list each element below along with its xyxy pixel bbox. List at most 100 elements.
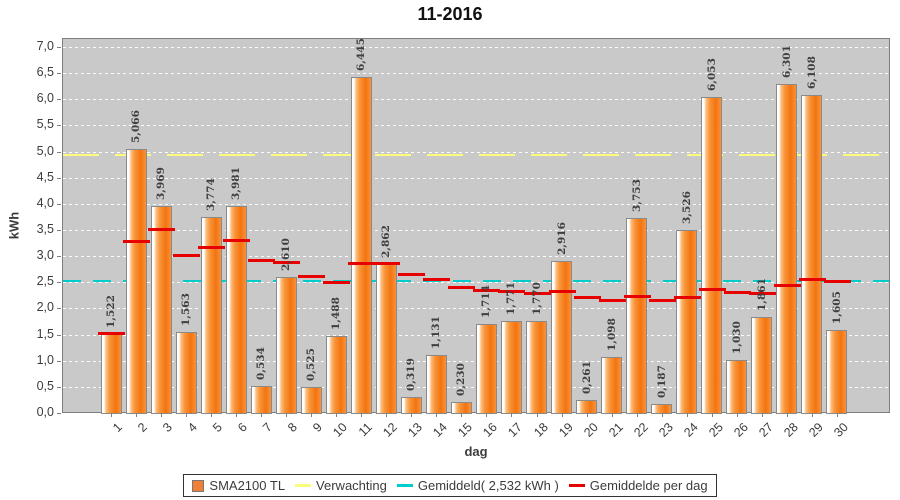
legend-item-3: Gemiddeld( 2,532 kWh ) <box>396 478 559 493</box>
x-tick <box>411 413 413 417</box>
bar-value-label: 6,053 <box>705 58 718 92</box>
gridline <box>63 99 889 101</box>
bar-value-label: 5,066 <box>130 110 143 144</box>
y-tick <box>57 203 61 205</box>
bar-day-16 <box>475 324 497 414</box>
y-tick-label: 4,0 <box>36 195 54 210</box>
daily-average-marker <box>523 292 551 296</box>
y-tick-label: 0,5 <box>36 378 54 393</box>
daily-average-marker <box>373 262 401 266</box>
bar-value-label: 1,714 <box>480 285 493 319</box>
bar-value-label: 1,861 <box>755 277 768 311</box>
x-tick <box>111 413 112 417</box>
bar-value-label: 2,916 <box>555 222 568 256</box>
bar-day-14 <box>425 354 447 414</box>
x-tick <box>186 413 188 417</box>
x-tick <box>636 413 638 417</box>
bar-day-18 <box>526 321 547 414</box>
bar-value-label: 1,030 <box>730 321 743 355</box>
x-tick <box>436 413 438 417</box>
y-tick-label: 3,5 <box>36 221 54 236</box>
y-tick-label: 1,0 <box>36 352 54 367</box>
bar-day-1 <box>100 334 122 414</box>
x-tick <box>761 413 763 417</box>
legend-item-1: SMA2100 TL <box>192 478 285 493</box>
legend-item-2: Verwachting <box>295 478 387 493</box>
x-tick <box>211 413 213 417</box>
daily-average-marker <box>298 275 326 279</box>
legend-line-swatch <box>568 484 585 487</box>
y-tick-label: 3,0 <box>36 248 54 263</box>
bar-value-label: 3,753 <box>630 178 643 212</box>
bar-value-label: 3,969 <box>155 167 168 201</box>
y-tick <box>57 308 61 310</box>
bar-value-label: 1,131 <box>430 315 443 349</box>
y-tick <box>57 360 61 362</box>
daily-average-marker <box>748 291 776 295</box>
bar-day-4 <box>175 332 197 414</box>
y-tick-label: 6,0 <box>36 91 54 106</box>
legend-label: Verwachting <box>316 478 387 493</box>
legend-line-swatch <box>295 484 312 487</box>
y-tick <box>57 177 61 179</box>
bar-value-label: 0,187 <box>655 365 668 399</box>
y-tick <box>57 151 61 153</box>
y-tick <box>57 99 61 101</box>
bar-day-29 <box>801 94 823 414</box>
daily-average-marker <box>223 238 251 242</box>
bar-day-7 <box>250 386 272 414</box>
bar-value-label: 0,525 <box>305 347 318 381</box>
gridline <box>63 125 889 127</box>
x-tick <box>386 413 388 417</box>
daily-average-marker <box>648 299 676 303</box>
y-tick <box>57 46 61 48</box>
daily-average-marker <box>598 298 626 302</box>
x-tick <box>661 413 663 417</box>
chart-title: 11-2016 <box>417 4 483 24</box>
x-tick <box>511 413 513 417</box>
x-tick <box>586 413 588 417</box>
bar-day-3 <box>150 206 172 414</box>
daily-average-marker <box>498 290 526 294</box>
x-tick <box>236 413 238 417</box>
y-tick <box>57 334 61 336</box>
x-tick <box>711 413 713 417</box>
bar-value-label: 2,610 <box>280 238 293 272</box>
bar-value-label: 1,563 <box>180 293 193 327</box>
y-tick <box>57 256 61 258</box>
y-tick-label: 6,5 <box>36 65 54 80</box>
gridline <box>63 46 889 48</box>
bar-day-6 <box>225 205 247 414</box>
y-tick-label: 5,5 <box>36 117 54 132</box>
y-tick-label: 1,5 <box>36 326 54 341</box>
bar-day-26 <box>726 360 748 414</box>
bar-day-27 <box>751 316 773 414</box>
gridline <box>63 203 889 205</box>
daily-average-marker <box>423 278 451 282</box>
legend-line-swatch <box>396 484 413 487</box>
y-tick-label: 4,5 <box>36 169 54 184</box>
legend: SMA2100 TL Verwachting Gemiddeld( 2,532 kW… <box>183 474 717 497</box>
daily-average-marker <box>473 288 501 292</box>
bar-value-label: 1,522 <box>105 295 117 329</box>
daily-average-marker <box>273 261 301 265</box>
bar-day-25 <box>701 97 723 414</box>
x-tick <box>561 413 563 417</box>
bar-day-22 <box>626 217 648 414</box>
x-tick <box>161 413 163 417</box>
y-tick <box>57 282 61 284</box>
bar-day-19 <box>551 261 573 414</box>
daily-average-marker <box>198 245 226 249</box>
x-tick <box>461 413 463 417</box>
x-tick <box>311 413 313 417</box>
bar-value-label: 6,301 <box>780 45 793 79</box>
x-tick <box>536 413 538 417</box>
x-tick <box>361 413 363 417</box>
gridline <box>63 256 889 258</box>
bar-day-8 <box>275 277 297 414</box>
bar-value-label: 2,862 <box>380 225 393 259</box>
legend-label: Gemiddeld( 2,532 kWh ) <box>417 478 559 493</box>
x-tick <box>786 413 788 417</box>
bar-value-label: 3,981 <box>230 166 243 200</box>
